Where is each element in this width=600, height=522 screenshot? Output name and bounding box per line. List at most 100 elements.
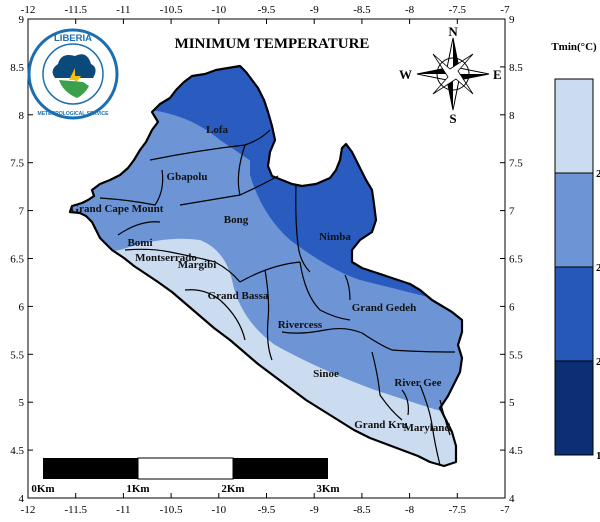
county-label-rivercess: Rivercess — [278, 319, 323, 331]
y-tick-label-right: 6.5 — [509, 254, 523, 266]
county-boundaries — [99, 129, 456, 466]
legend-tick-label: 25 — [596, 168, 600, 180]
x-tick-label-top: -8 — [405, 4, 415, 16]
y-tick-label-left: 6 — [19, 301, 25, 313]
x-tick-label-top: -8.5 — [353, 4, 371, 16]
x-tick-label-bottom: -8 — [405, 504, 415, 516]
county-label-grand-cape-mount: Grand Cape Mount — [71, 203, 164, 215]
legend-title: Tmin(°C) — [551, 41, 597, 53]
boundary-margibi — [169, 251, 241, 283]
x-tick-label-bottom: -11 — [116, 504, 130, 516]
scale-label-1: 1Km — [126, 483, 149, 495]
legend-class-3 — [554, 360, 594, 456]
boundary-rivercess-gedeh — [299, 261, 351, 321]
y-tick-label-left: 4.5 — [10, 445, 24, 457]
county-label-grand-kru: Grand Kru — [354, 419, 407, 431]
boundary-bomi-monts — [124, 248, 171, 253]
boundary-bong-nimba — [295, 184, 311, 273]
county-label-maryland: Maryland — [403, 422, 450, 434]
x-tick-label-bottom: -9 — [310, 504, 320, 516]
x-tick-label-top: -11.5 — [64, 4, 87, 16]
boundary-rivergee-kru — [401, 389, 409, 416]
compass-diagonal — [432, 53, 474, 95]
logo-text-top: LIBERIA — [54, 33, 92, 44]
county-label-gbapolu: Gbapolu — [167, 171, 208, 183]
y-tick-label-right: 4.5 — [509, 445, 523, 457]
legend-colorbar — [554, 78, 594, 456]
legend-tick-label: 23 — [596, 262, 600, 274]
x-tick-label-bottom: -7 — [500, 504, 510, 516]
logo-land-icon — [59, 80, 89, 98]
y-tick-label-left: 4 — [19, 493, 25, 505]
scale-label-3: 3Km — [316, 483, 339, 495]
county-label-bomi: Bomi — [127, 237, 152, 249]
x-tick-label-bottom: -10.5 — [160, 504, 183, 516]
legend-ticks: 25 23 21 19 — [596, 168, 600, 462]
y-tick-label-left: 5 — [19, 397, 25, 409]
boundary-kru-maryland — [419, 384, 441, 466]
county-label-montserrado: Montserrado — [135, 252, 197, 264]
compass-s: S — [449, 111, 456, 126]
x-axis-top-ticks: -12 -11.5 -11 -10.5 -10 -9.5 -9 -8.5 -8 -7.5 -7 — [21, 4, 510, 24]
y-tick-label-right: 5.5 — [509, 349, 523, 361]
y-axis-right-ticks: 9 8.5 8 7.5 7 6.5 6 5.5 5 4.5 4 — [500, 14, 523, 505]
x-tick-label-top: -7 — [500, 4, 510, 16]
x-tick-label-bottom: -10 — [211, 504, 226, 516]
boundary-sinoe-gedeh — [361, 332, 456, 353]
compass-n: N — [448, 24, 458, 39]
county-label-nimba: Nimba — [319, 231, 351, 243]
county-label-bong: Bong — [224, 214, 249, 226]
boundary-nimba-gedeh — [344, 274, 351, 301]
compass-rose: N S E W — [399, 24, 502, 126]
county-label-river-gee: River Gee — [394, 377, 441, 389]
county-label-grand-gedeh: Grand Gedeh — [352, 302, 416, 314]
x-tick-label-bottom: -9.5 — [258, 504, 276, 516]
compass-w: W — [399, 67, 412, 82]
y-tick-label-left: 8.5 — [10, 62, 24, 74]
x-tick-label-top: -11 — [116, 4, 130, 16]
y-tick-label-right: 9 — [509, 14, 515, 26]
x-tick-label-bottom: -11.5 — [64, 504, 87, 516]
x-axis-bottom-ticks: -12 -11.5 -11 -10.5 -10 -9.5 -9 -8.5 -8 -7.5 -7 — [21, 493, 510, 516]
y-axis-left-ticks: 9 8.5 8 7.5 7 6.5 6 5.5 5 4.5 4 — [10, 14, 33, 505]
y-tick-label-right: 6 — [509, 301, 515, 313]
x-tick-label-top: -9 — [310, 4, 320, 16]
y-tick-label-left: 8 — [19, 110, 25, 122]
boundary-lofa-bong — [237, 144, 246, 196]
boundary-sinoe-rivergee — [371, 351, 403, 421]
x-tick-label-bottom: -7.5 — [449, 504, 467, 516]
y-tick-label-right: 7 — [509, 206, 515, 218]
county-label-sinoe: Sinoe — [313, 368, 339, 380]
boundary-gbapolu-cape — [99, 169, 164, 206]
y-tick-label-right: 7.5 — [509, 158, 523, 170]
boundary-gbassa-margibi — [184, 289, 246, 341]
x-tick-label-bottom: -8.5 — [353, 504, 371, 516]
legend-tick-label: 21 — [596, 356, 600, 368]
logo-lightning-icon — [69, 68, 81, 90]
scale-label-0: 0Km — [31, 483, 54, 495]
boundary-rivercess-sinoe — [281, 327, 363, 334]
map-title: MINIMUM TEMPERATURE — [175, 36, 370, 52]
boundary-gbassa-rivercess — [264, 269, 273, 361]
scale-segment-3 — [233, 458, 328, 479]
county-label-lofa: Lofa — [206, 124, 229, 136]
y-tick-label-right: 4 — [509, 493, 515, 505]
y-tick-label-left: 6.5 — [10, 254, 24, 266]
boundary-cape-bomi — [117, 221, 161, 236]
boundary-maryland — [439, 399, 451, 436]
y-tick-label-right: 8 — [509, 110, 515, 122]
legend: Tmin(°C) 25 23 21 19 — [551, 41, 600, 462]
y-tick-label-left: 9 — [19, 14, 25, 26]
scale-bar: 0Km 1Km 2Km 3Km — [31, 457, 340, 495]
x-tick-label-top: -7.5 — [449, 4, 467, 16]
county-label-grand-bassa: Grand Bassa — [208, 290, 269, 302]
liberia-outline — [68, 64, 464, 468]
scale-segment-2 — [137, 457, 234, 480]
y-tick-label-left: 5.5 — [10, 349, 24, 361]
logo-text-bottom: METEOROLOGICAL SERVICE — [38, 111, 110, 117]
legend-class-2 — [554, 266, 594, 362]
legend-tick-label: 19 — [596, 450, 600, 462]
y-tick-label-right: 5 — [509, 397, 515, 409]
x-tick-label-bottom: -12 — [21, 504, 36, 516]
